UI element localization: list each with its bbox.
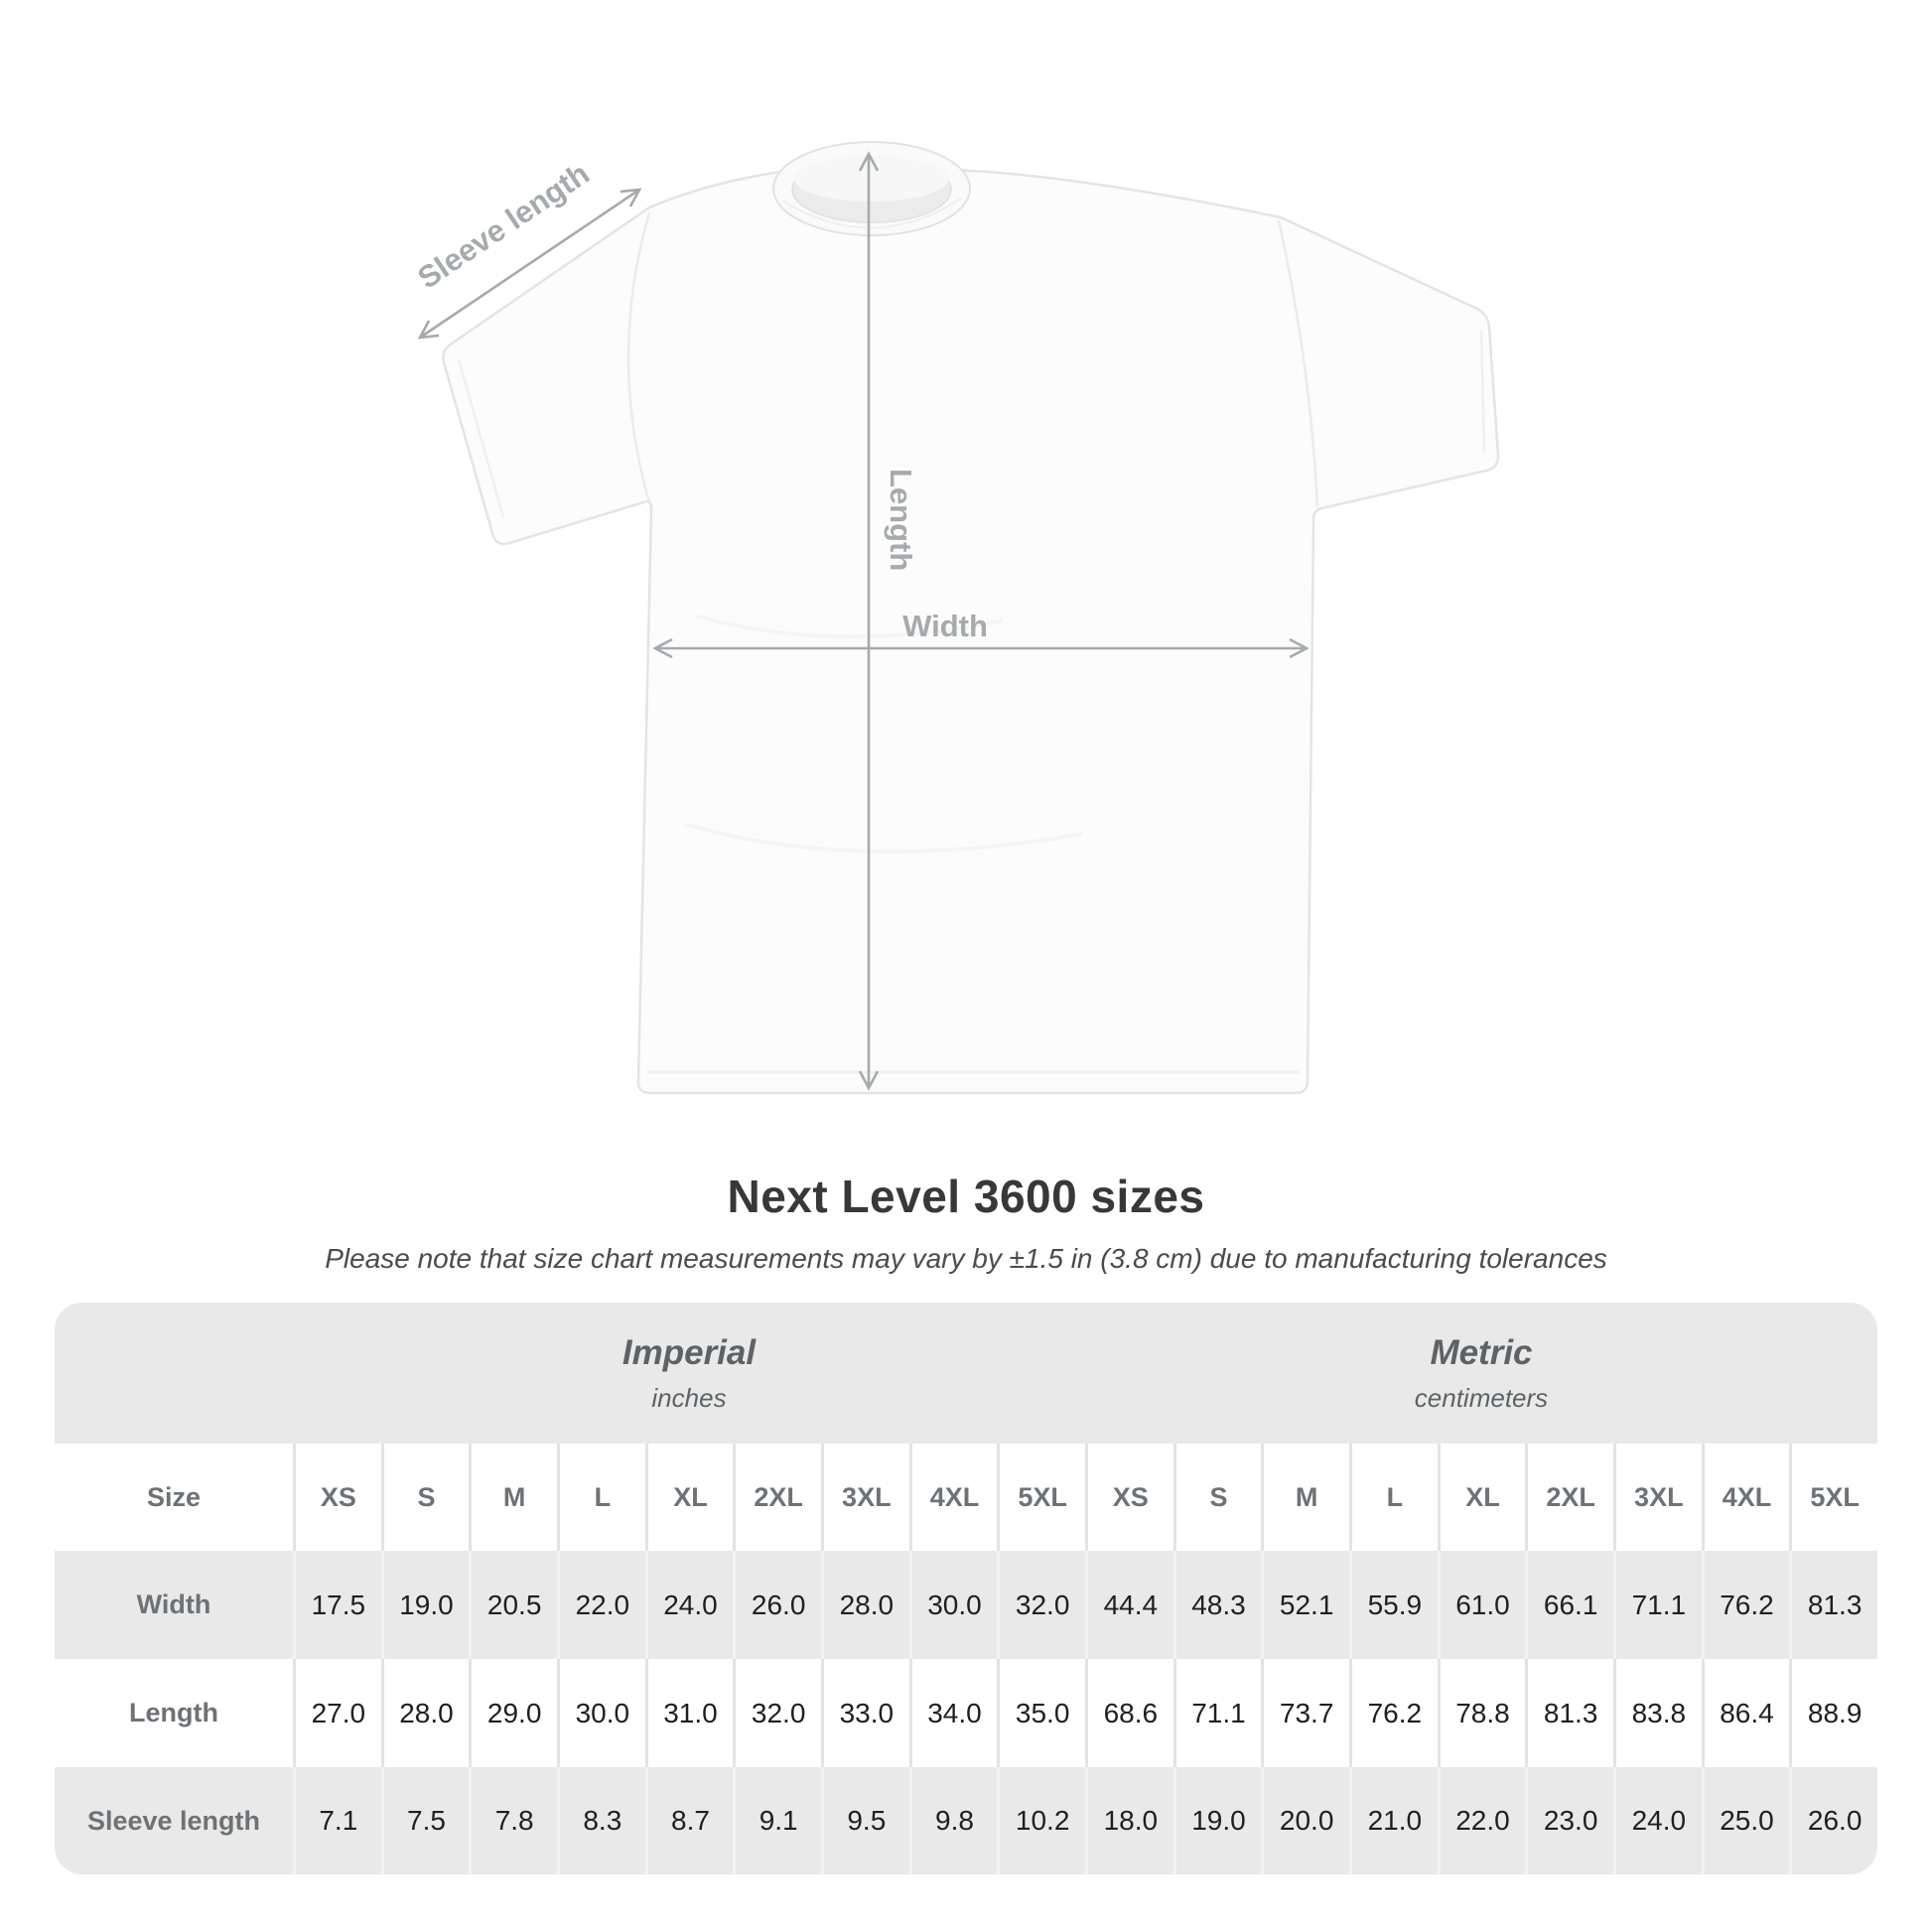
imperial-title: Imperial: [621, 1332, 757, 1372]
value-cell: 34.0: [908, 1659, 998, 1767]
size-column-header-imperial-4xl: 4XL: [908, 1444, 998, 1551]
value-cell: 71.1: [1173, 1659, 1262, 1767]
right-cuff-stitch: [1479, 329, 1486, 454]
value-cell: 20.5: [469, 1551, 557, 1659]
value-cell: 17.5: [293, 1551, 381, 1659]
value-cell: 52.1: [1261, 1551, 1349, 1659]
value-cell: 19.0: [380, 1551, 470, 1659]
sleeve-length-arrow: [417, 188, 642, 340]
value-cell: 9.8: [908, 1767, 998, 1874]
value-cell: 9.1: [733, 1767, 821, 1874]
size-column-header-metric-l: L: [1348, 1444, 1438, 1551]
value-cell: 44.4: [1084, 1551, 1173, 1659]
value-cell: 33.0: [820, 1659, 909, 1767]
value-cell: 76.2: [1348, 1659, 1438, 1767]
right-armhole-seam: [1277, 219, 1319, 507]
size-column-header-imperial-3xl: 3XL: [820, 1444, 909, 1551]
value-cell: 28.0: [380, 1659, 470, 1767]
value-cell: 24.0: [644, 1551, 734, 1659]
page-title: Next Level 3600 sizes: [727, 1171, 1205, 1222]
value-cell: 35.0: [997, 1659, 1085, 1767]
size-column-header-imperial-m: M: [469, 1444, 557, 1551]
value-cell: 24.0: [1612, 1767, 1702, 1874]
size-chart-table: Imperial inches Metric centimeters Size X…: [55, 1303, 1877, 1874]
row-label-width: Width: [55, 1551, 293, 1659]
value-cell: 8.7: [644, 1767, 734, 1874]
unit-band-corner: [55, 1303, 293, 1444]
value-cell: 32.0: [997, 1551, 1085, 1659]
value-cell: 7.8: [469, 1767, 557, 1874]
tshirt-graphic: [442, 141, 1500, 1095]
value-cell: 8.3: [556, 1767, 645, 1874]
metric-title: Metric: [1430, 1332, 1533, 1372]
value-cell: 71.1: [1612, 1551, 1702, 1659]
value-cell: 9.5: [820, 1767, 909, 1874]
value-cell: 83.8: [1612, 1659, 1702, 1767]
size-column-header-imperial-2xl: 2XL: [733, 1444, 821, 1551]
size-column-header-metric-m: M: [1261, 1444, 1349, 1551]
value-cell: 10.2: [997, 1767, 1085, 1874]
value-cell: 61.0: [1437, 1551, 1526, 1659]
tshirt-measurement-diagram: Sleeve length Length Width: [411, 141, 1500, 1095]
value-cell: 76.2: [1701, 1551, 1790, 1659]
imperial-unit: inches: [651, 1382, 727, 1413]
size-column-header-metric-s: S: [1173, 1444, 1262, 1551]
value-cell: 81.3: [1789, 1551, 1877, 1659]
value-cell: 26.0: [733, 1551, 821, 1659]
width-label: Width: [902, 609, 988, 643]
value-cell: 30.0: [556, 1659, 645, 1767]
value-cell: 30.0: [908, 1551, 998, 1659]
row-label-sleeve-length: Sleeve length: [55, 1767, 293, 1874]
size-column-header-metric-2xl: 2XL: [1525, 1444, 1613, 1551]
value-cell: 7.1: [293, 1767, 381, 1874]
collar-back: [794, 156, 949, 202]
wrinkle-line: [694, 614, 1004, 639]
value-cell: 31.0: [644, 1659, 734, 1767]
value-cell: 22.0: [556, 1551, 645, 1659]
tshirt-body: [442, 165, 1500, 1095]
size-column-header-metric-5xl: 5XL: [1789, 1444, 1877, 1551]
value-cell: 29.0: [469, 1659, 557, 1767]
value-cell: 21.0: [1348, 1767, 1438, 1874]
value-cell: 55.9: [1348, 1551, 1438, 1659]
value-cell: 7.5: [380, 1767, 470, 1874]
unit-group-metric: Metric centimeters: [1084, 1303, 1877, 1444]
value-cell: 73.7: [1261, 1659, 1349, 1767]
value-cell: 20.0: [1261, 1767, 1349, 1874]
unit-group-imperial: Imperial inches: [293, 1303, 1085, 1444]
size-column-header-imperial-s: S: [380, 1444, 470, 1551]
value-cell: 18.0: [1084, 1767, 1173, 1874]
size-column-header-metric-xs: XS: [1084, 1444, 1173, 1551]
left-cuff-stitch: [457, 358, 505, 518]
value-cell: 48.3: [1173, 1551, 1262, 1659]
measurement-arrows: [417, 151, 1310, 1091]
size-column-header-imperial-5xl: 5XL: [997, 1444, 1085, 1551]
size-corner-label: Size: [146, 1481, 202, 1512]
size-column-header-imperial-l: L: [556, 1444, 645, 1551]
value-cell: 86.4: [1701, 1659, 1790, 1767]
size-column-header-metric-xl: XL: [1437, 1444, 1526, 1551]
size-column-header-metric-4xl: 4XL: [1701, 1444, 1790, 1551]
value-cell: 27.0: [293, 1659, 381, 1767]
value-cell: 23.0: [1525, 1767, 1613, 1874]
size-column-header-imperial-xs: XS: [293, 1444, 381, 1551]
value-cell: 88.9: [1789, 1659, 1877, 1767]
size-column-header-imperial-xl: XL: [644, 1444, 734, 1551]
value-cell: 68.6: [1084, 1659, 1173, 1767]
value-cell: 19.0: [1173, 1767, 1262, 1874]
value-cell: 78.8: [1437, 1659, 1526, 1767]
value-cell: 32.0: [733, 1659, 821, 1767]
page-subtitle: Please note that size chart measurements…: [325, 1243, 1607, 1274]
length-label: Length: [884, 469, 918, 571]
value-cell: 66.1: [1525, 1551, 1613, 1659]
value-cell: 22.0: [1437, 1767, 1526, 1874]
value-cell: 28.0: [820, 1551, 909, 1659]
value-cell: 26.0: [1789, 1767, 1877, 1874]
value-cell: 81.3: [1525, 1659, 1613, 1767]
size-column-header-metric-3xl: 3XL: [1612, 1444, 1702, 1551]
value-cell: 25.0: [1701, 1767, 1790, 1874]
row-label-length: Length: [129, 1698, 218, 1727]
metric-unit: centimeters: [1414, 1382, 1549, 1413]
